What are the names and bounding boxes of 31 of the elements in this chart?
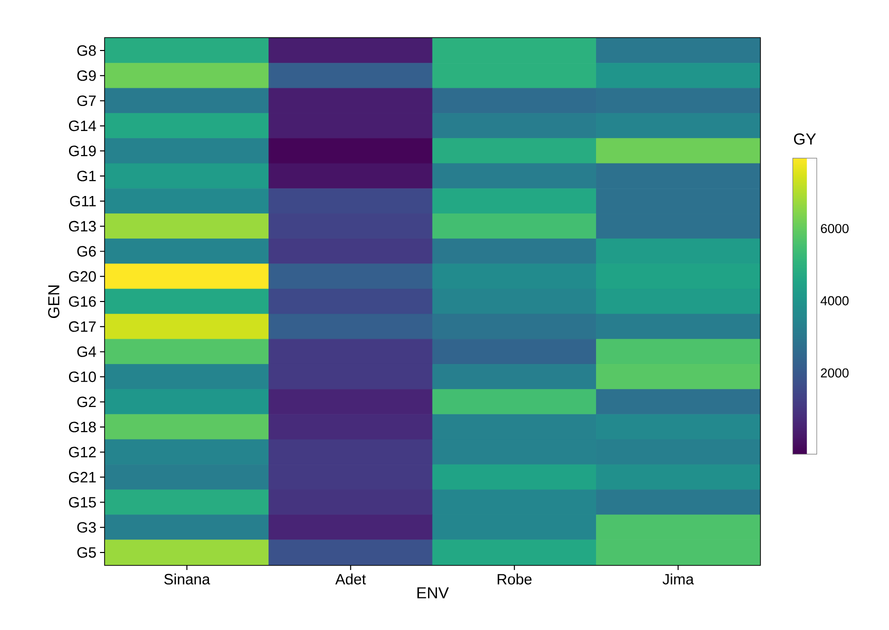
y-tick-label: G16 bbox=[68, 296, 96, 307]
y-tick-label: G13 bbox=[68, 220, 96, 232]
y-tick-label: G1 bbox=[77, 170, 96, 182]
y-tick-label: G20 bbox=[68, 271, 96, 282]
y-tick-label: G18 bbox=[68, 422, 96, 432]
y-tick-label: G5 bbox=[77, 547, 96, 558]
x-tick-label: Adet bbox=[335, 574, 366, 584]
y-tick-label: G12 bbox=[68, 446, 96, 458]
y-tick-label: G19 bbox=[68, 146, 96, 156]
y-tick-label: G15 bbox=[68, 496, 96, 508]
y-tick-label: G6 bbox=[77, 246, 96, 257]
x-tick-label: Sinana bbox=[164, 574, 210, 584]
y-tick-label: G8 bbox=[77, 45, 96, 56]
y-tick-label: G14 bbox=[68, 120, 96, 132]
y-tick-label: G4 bbox=[77, 346, 96, 357]
y-axis-title: GEN bbox=[48, 286, 60, 318]
y-tick-label: G7 bbox=[77, 95, 96, 106]
x-tick-label: Jima bbox=[662, 574, 694, 584]
y-tick-label: G3 bbox=[77, 522, 96, 533]
color-bar-label: 4000 bbox=[820, 296, 849, 306]
y-tick-label: G9 bbox=[77, 70, 96, 81]
y-tick-label: G10 bbox=[68, 371, 96, 382]
y-tick-label: G2 bbox=[77, 396, 96, 408]
y-tick-label: G21 bbox=[68, 472, 96, 482]
x-tick-label: Robe bbox=[498, 574, 532, 584]
y-tick-label: G17 bbox=[68, 321, 96, 332]
color-bar-label: 6000 bbox=[820, 224, 849, 234]
x-axis-title: ENV bbox=[417, 587, 449, 598]
color-bar-title: GY bbox=[794, 133, 816, 145]
y-tick-label: G11 bbox=[70, 196, 96, 206]
color-bar-label: 2000 bbox=[820, 368, 849, 378]
